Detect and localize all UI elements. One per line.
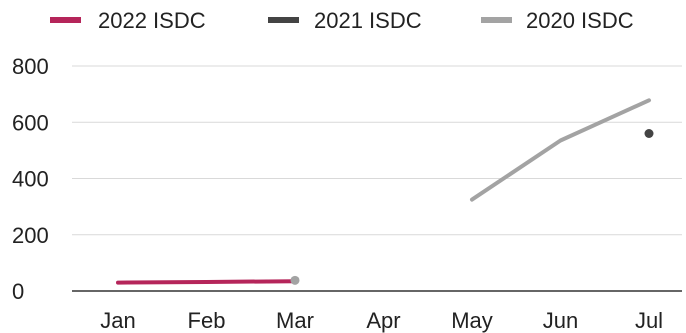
plot-area: [116, 98, 654, 285]
data-point-2021-isdc: [644, 129, 654, 138]
x-tick-label: Apr: [366, 308, 400, 333]
legend: 2022 ISDC 2021 ISDC 2020 ISDC: [50, 8, 634, 33]
legend-swatch-3: [481, 17, 512, 23]
series-line-2020-isdc: [470, 98, 651, 202]
x-tick-label: Jan: [100, 308, 135, 333]
x-tick-label: Jun: [543, 308, 578, 333]
x-tick-label: Jul: [635, 308, 663, 333]
y-tick-label: 200: [12, 223, 49, 248]
legend-label-1: 2022 ISDC: [98, 8, 206, 33]
x-tick-label: Mar: [276, 308, 314, 333]
legend-swatch-1: [50, 17, 81, 23]
y-tick-label: 600: [12, 110, 49, 135]
y-tick-label: 800: [12, 54, 49, 79]
series-line-2022-isdc: [116, 279, 297, 285]
y-tick-label: 0: [12, 279, 24, 304]
legend-label-3: 2020 ISDC: [526, 8, 634, 33]
data-point-2020-isdc: [290, 275, 300, 285]
legend-label-2: 2021 ISDC: [314, 8, 422, 33]
gridlines: [72, 65, 682, 292]
x-tick-label: May: [451, 308, 493, 333]
x-tick-label: Feb: [188, 308, 226, 333]
x-axis: Jan Feb Mar Apr May Jun Jul: [100, 308, 663, 333]
y-axis: 0 200 400 600 800: [12, 54, 49, 304]
y-tick-label: 400: [12, 167, 49, 192]
legend-swatch-2: [268, 17, 299, 23]
